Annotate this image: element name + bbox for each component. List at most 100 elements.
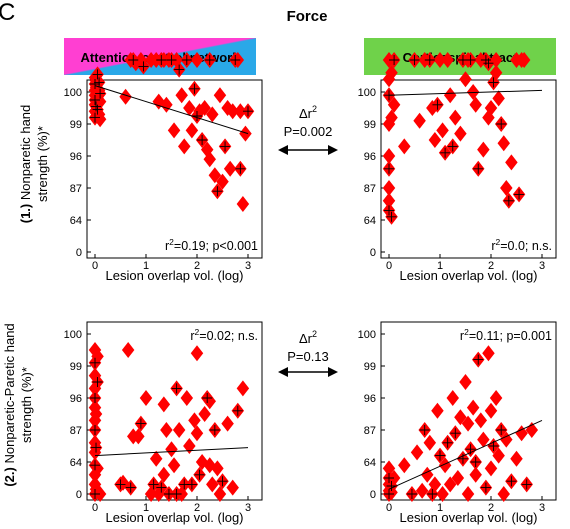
data-point: [167, 457, 181, 474]
data-cross: [521, 479, 532, 490]
data-cross: [386, 481, 397, 491]
data-cross: [230, 55, 241, 65]
data-point: [466, 84, 480, 100]
data-point: [382, 148, 396, 164]
data-cross: [171, 383, 182, 394]
data-point: [167, 122, 181, 139]
data-point: [149, 52, 163, 68]
y-tick-label: 87: [70, 425, 82, 437]
data-cross: [197, 135, 208, 145]
data-point: [497, 486, 510, 502]
data-point: [132, 428, 145, 445]
data-cross: [232, 405, 243, 416]
data-point: [190, 345, 204, 362]
x-tick-label: 2: [488, 260, 494, 272]
data-point: [203, 457, 216, 474]
x-tick-label: 1: [437, 502, 443, 514]
data-cross: [427, 489, 438, 499]
data-cross: [156, 482, 167, 493]
data-cross: [90, 95, 100, 105]
y-tick-label: 64: [70, 457, 82, 469]
x-tick-label: 0: [386, 260, 392, 272]
data-point: [451, 470, 465, 486]
data-point: [438, 457, 452, 474]
x-tick-label: 2: [488, 502, 494, 514]
data-point: [185, 122, 199, 139]
y-tick-label: 87: [364, 183, 376, 195]
data-point: [226, 103, 239, 120]
data-cross: [470, 457, 481, 467]
x-tick-label: 3: [539, 260, 545, 272]
data-point: [134, 52, 148, 68]
data-point: [208, 167, 222, 184]
data-point: [515, 425, 528, 442]
y-tick-label: 100: [358, 87, 376, 99]
data-cross: [171, 489, 182, 499]
data-point: [93, 111, 107, 128]
data-point: [474, 412, 488, 429]
x-axis-label: Lesion overlap vol. (log): [399, 510, 537, 525]
data-point: [226, 479, 239, 496]
data-point: [91, 460, 104, 477]
data-point: [489, 64, 503, 81]
data-cross: [90, 79, 100, 89]
data-point: [443, 87, 457, 104]
data-point: [466, 399, 480, 416]
p-value: P=0.13: [287, 349, 329, 364]
data-point: [469, 466, 482, 483]
data-point: [160, 96, 173, 113]
data-cross: [442, 437, 453, 448]
data-point: [461, 486, 475, 502]
y-tick-label: 99: [364, 119, 376, 131]
data-point: [239, 125, 252, 142]
data-point: [505, 154, 518, 171]
data-point: [454, 125, 467, 142]
data-point: [489, 390, 503, 406]
data-point: [200, 141, 214, 158]
data-point: [385, 64, 398, 81]
data-cross: [384, 163, 394, 174]
data-point: [385, 109, 398, 126]
data-point: [160, 422, 173, 438]
data-point: [492, 90, 505, 107]
data-point: [398, 457, 411, 474]
data-point: [183, 438, 196, 454]
data-cross: [506, 476, 517, 487]
data-cross: [92, 377, 103, 387]
data-cross: [419, 425, 430, 435]
data-point: [236, 196, 250, 212]
delta-r-sup: 2: [312, 329, 317, 339]
data-cross: [90, 489, 100, 499]
data-point: [223, 160, 237, 177]
data-cross: [204, 55, 215, 65]
svg-text:Δr2: Δr2: [299, 104, 317, 121]
y-tick-label: 99: [70, 361, 82, 373]
data-point: [517, 52, 531, 68]
data-point: [93, 486, 107, 502]
data-point: [188, 412, 201, 429]
data-cross: [138, 61, 149, 72]
svg-text:Δr2: Δr2: [299, 329, 317, 346]
data-point: [91, 348, 104, 365]
data-point: [484, 100, 498, 116]
data-cross: [90, 393, 100, 403]
data-cross: [220, 141, 231, 152]
x-tick-label: 0: [92, 502, 98, 514]
double-arrow-icon: [278, 367, 338, 377]
data-point: [443, 476, 457, 493]
x-tick-label: 2: [194, 502, 200, 514]
data-cross: [473, 354, 484, 365]
x-tick-label: 1: [143, 260, 149, 272]
data-point: [454, 409, 467, 426]
data-cross: [384, 473, 394, 483]
data-cross: [174, 64, 185, 75]
y-tick-label: 100: [64, 87, 82, 99]
data-cross: [514, 189, 525, 200]
data-point: [121, 342, 135, 358]
data-point: [198, 100, 211, 116]
y-tick-label: 96: [70, 393, 82, 405]
data-point: [449, 109, 462, 126]
data-cross: [156, 55, 167, 65]
